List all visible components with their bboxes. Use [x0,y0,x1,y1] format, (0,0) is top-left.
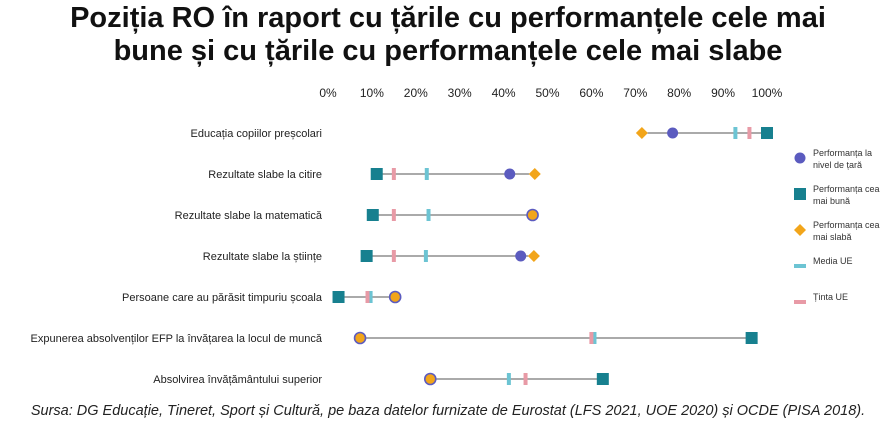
legend-label: Performanța la [813,148,872,158]
best-performance-marker [370,168,383,180]
legend-label: Performanța cea [813,184,880,194]
x-tick-label: 0% [319,86,337,100]
eu-average-marker [424,168,429,180]
best-performance-marker [360,250,373,262]
legend-best-swatch [794,188,806,200]
legend-label: mai slabă [813,232,852,242]
best-performance-marker [366,209,379,221]
country-worst-marker [388,290,402,304]
legend-eu_target-swatch [794,300,806,304]
eu-target-marker [391,209,396,221]
eu-target-marker [589,332,594,344]
chart-title-line-1: Poziția RO în raport cu țările cu perfor… [70,2,826,34]
country-performance-marker [667,127,679,139]
x-tick-label: 50% [535,86,559,100]
category-label: Expunerea absolvenților EFP la învățarea… [31,333,323,345]
legend-worst-swatch [794,224,806,236]
legend-country-swatch [794,152,806,164]
legend-label: Performanța cea [813,220,880,230]
x-tick-label: 60% [579,86,603,100]
category-label: Rezultate slabe la citire [208,169,322,181]
eu-target-marker [391,250,396,262]
category-label: Educația copiilor preșcolari [191,128,322,140]
country-worst-marker [423,372,437,386]
country-performance-marker [515,250,527,262]
eu-target-marker [391,168,396,180]
eu-average-marker [423,250,428,262]
category-label: Absolvirea învățământului superior [153,374,322,386]
best-performance-marker [332,291,345,303]
eu-target-marker [365,291,370,303]
worst-performance-marker [528,168,541,180]
best-performance-marker [745,332,758,344]
country-worst-marker [353,331,367,345]
x-tick-label: 20% [404,86,428,100]
eu-average-marker [368,291,373,303]
x-tick-label: 10% [360,86,384,100]
chart-title: Poziția RO în raport cu țările cu perfor… [0,2,896,68]
x-tick-label: 70% [623,86,647,100]
legend-label: Media UE [813,256,853,266]
worst-performance-marker [527,250,540,262]
country-performance-marker [504,168,516,180]
legend-label: nivel de țară [813,160,862,170]
best-performance-marker [596,373,609,385]
eu-target-marker [523,373,528,385]
best-performance-marker [761,127,773,139]
category-label: Rezultate slabe la științe [203,251,322,263]
x-tick-label: 100% [752,86,783,100]
worst-performance-marker [635,127,648,139]
chart-title-line-2: bune și cu țările cu performanțele cele … [113,35,783,67]
legend-label: Ținta UE [813,292,848,302]
eu-average-marker [733,127,738,139]
category-label: Rezultate slabe la matematică [175,210,323,222]
x-tick-label: 40% [492,86,516,100]
country-worst-marker [526,208,539,222]
legend-label: mai bună [813,196,850,206]
eu-average-marker [592,332,597,344]
x-tick-label: 90% [711,86,735,100]
legend-eu_avg-swatch [794,264,806,268]
x-tick-label: 80% [667,86,691,100]
eu-target-marker [747,127,752,139]
eu-average-marker [426,209,431,221]
x-tick-label: 30% [448,86,472,100]
source-note: Sursa: DG Educație, Tineret, Sport și Cu… [30,403,866,419]
category-label: Persoane care au părăsit timpuriu școala [122,292,323,304]
eu-average-marker [506,373,511,385]
